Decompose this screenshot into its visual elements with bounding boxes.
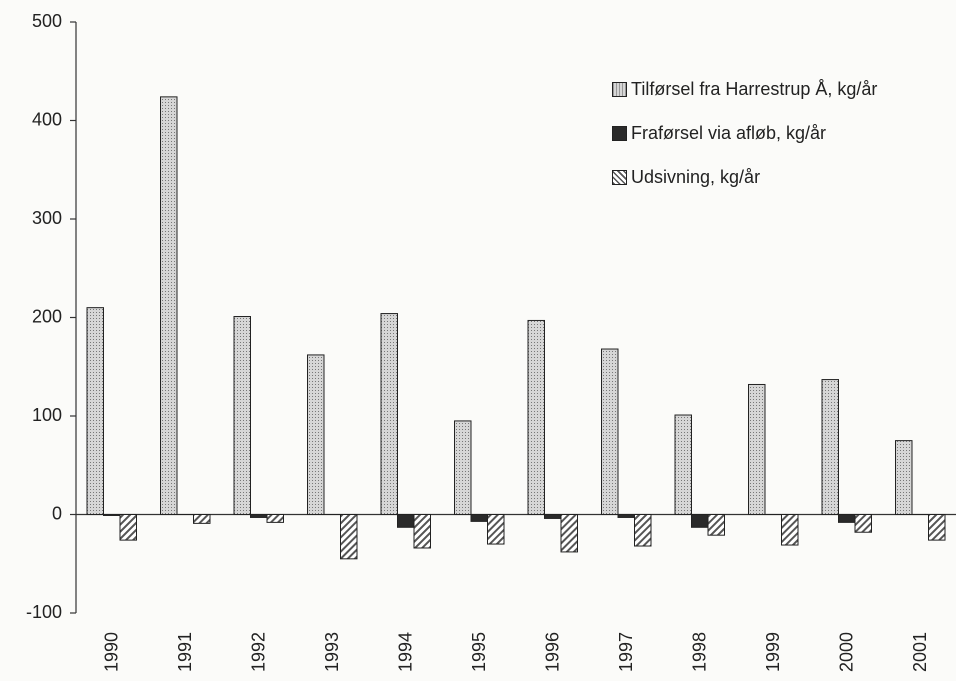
y-tick-label: 0	[52, 503, 62, 523]
bar	[119, 514, 137, 541]
x-tick-label: 1992	[249, 632, 269, 672]
bar	[397, 514, 415, 528]
bar	[470, 514, 488, 522]
legend-label: Udsivning, kg/år	[631, 167, 761, 187]
x-tick-label: 1993	[322, 632, 342, 672]
bar	[380, 313, 398, 515]
bar	[544, 514, 562, 519]
legend-swatch	[612, 126, 627, 141]
bar	[487, 514, 505, 545]
bar	[103, 514, 121, 516]
bar	[307, 354, 325, 515]
bar	[707, 514, 725, 536]
legend-swatch	[612, 82, 627, 97]
y-tick-label: 200	[32, 306, 62, 326]
x-tick-label: 1991	[175, 632, 195, 672]
bar	[821, 379, 839, 515]
bar	[674, 414, 692, 516]
x-tick-label: 2000	[837, 632, 857, 672]
bar	[617, 514, 635, 518]
bar	[634, 514, 652, 547]
bar	[781, 514, 799, 546]
legend-label: Tilførsel fra Harrestrup Å, kg/år	[631, 79, 878, 99]
x-tick-label: 1999	[763, 632, 783, 672]
bar	[560, 514, 578, 553]
bar	[250, 514, 268, 518]
y-tick-label: -100	[26, 602, 62, 622]
x-tick-label: 1998	[690, 632, 710, 672]
x-tick-label: 1990	[102, 632, 122, 672]
bar	[454, 420, 472, 515]
y-tick-label: 400	[32, 109, 62, 129]
legend-item: Fraførsel via afløb, kg/år	[612, 122, 912, 144]
legend-swatch	[612, 170, 627, 185]
bar	[748, 383, 766, 516]
legend-item: Udsivning, kg/år	[612, 166, 912, 188]
bar	[601, 348, 619, 515]
x-tick-label: 1995	[469, 632, 489, 672]
bar	[233, 316, 251, 516]
legend-label: Fraførsel via afløb, kg/år	[631, 123, 827, 143]
bar	[413, 514, 431, 549]
x-tick-label: 1994	[396, 632, 416, 672]
x-tick-label: 1997	[616, 632, 636, 672]
y-tick-label: 100	[32, 405, 62, 425]
x-tick-label: 1996	[543, 632, 563, 672]
bar	[160, 96, 178, 516]
bar	[527, 319, 545, 515]
bar	[895, 440, 913, 515]
y-tick-label: 300	[32, 208, 62, 228]
bar	[266, 514, 284, 523]
y-tick-label: 500	[32, 11, 62, 31]
bar	[193, 514, 211, 524]
bar	[86, 307, 104, 515]
bar	[691, 514, 709, 528]
bar	[838, 514, 856, 523]
legend-item: Tilførsel fra Harrestrup Å, kg/år	[612, 78, 912, 100]
bar	[928, 514, 946, 541]
bar	[854, 514, 872, 533]
x-tick-label: 2001	[910, 632, 930, 672]
legend: Tilførsel fra Harrestrup Å, kg/år Fraførs…	[612, 78, 912, 210]
bar	[340, 514, 358, 560]
